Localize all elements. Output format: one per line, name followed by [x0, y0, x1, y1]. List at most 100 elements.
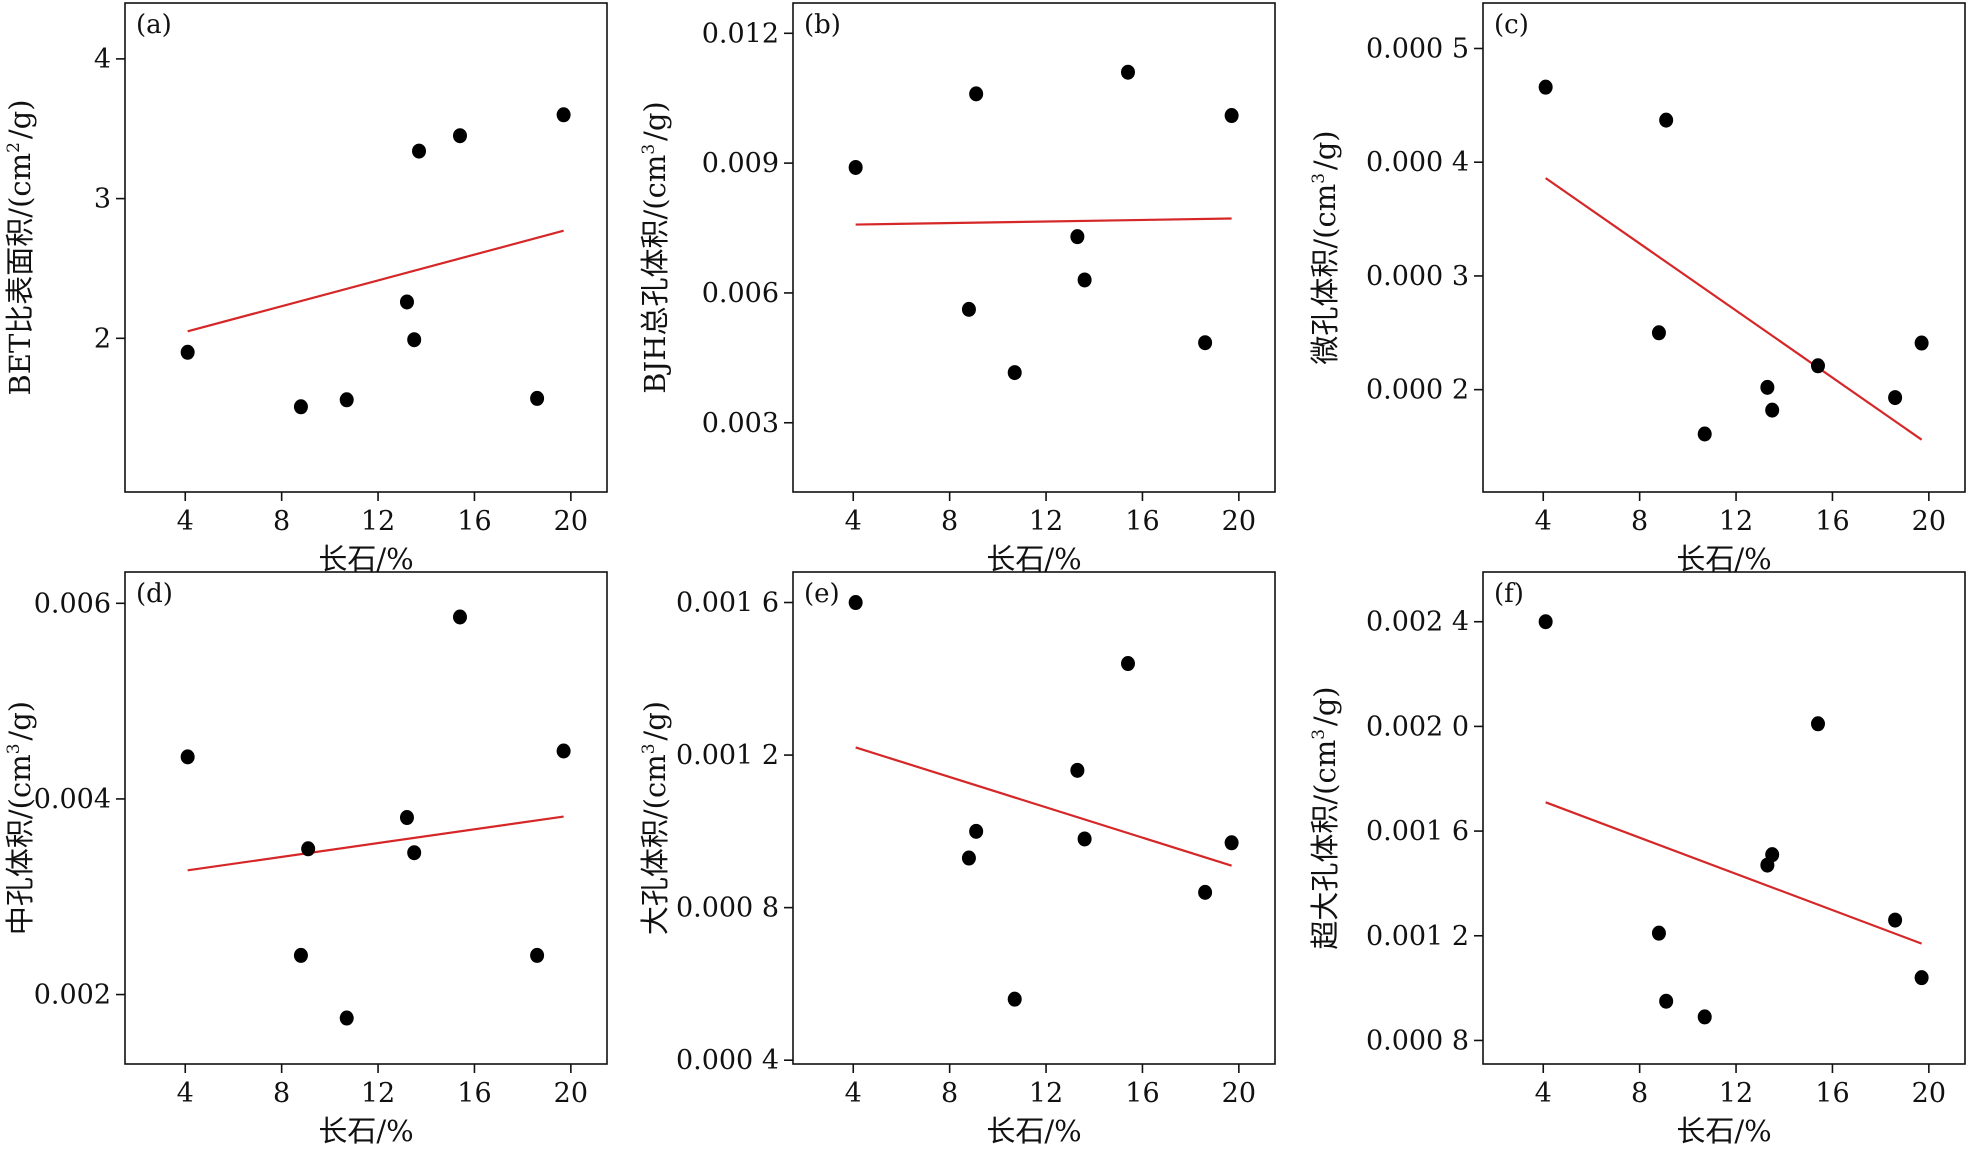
- y-tick-label: 0.000 3: [1366, 261, 1469, 292]
- x-tick-label: 8: [1631, 1078, 1648, 1109]
- data-point: [1070, 229, 1085, 245]
- panel-e: 4 8 12 16 20 0.000 4 0.000 8 0.001 2 0.001 6 (e) 长…: [638, 571, 1276, 1148]
- data-point: [1659, 993, 1674, 1009]
- y-tick-label: 0.001 6: [1366, 816, 1469, 847]
- x-axis-label: 长石/%: [986, 1114, 1081, 1148]
- data-point: [412, 143, 427, 159]
- data-point: [339, 1010, 354, 1026]
- data-point: [1810, 716, 1825, 732]
- x-axis-label: 长石/%: [986, 542, 1081, 576]
- x-tick-label: 20: [554, 1078, 588, 1109]
- x-tick-label: 20: [1912, 1078, 1946, 1109]
- x-tick-label: 16: [457, 506, 491, 537]
- y-tick-label: 4: [94, 44, 111, 75]
- data-point: [1659, 112, 1674, 128]
- data-point: [1070, 762, 1085, 778]
- data-point: [399, 810, 414, 826]
- data-point: [293, 399, 308, 415]
- y-tick-label: 0.001 2: [676, 740, 779, 771]
- x-axis-label: 长石/%: [318, 1114, 413, 1148]
- data-point: [407, 332, 422, 348]
- y-tick-label: 0.009: [702, 148, 779, 179]
- plot-frame: [792, 2, 1276, 493]
- y-tick-label: 0.012: [702, 18, 779, 49]
- y-axis-label: 超大孔体积/(cm3 /g): [1308, 686, 1342, 949]
- data-point: [1538, 614, 1553, 630]
- x-tick-label: 4: [1535, 1078, 1552, 1109]
- x-axis-label: 长石/%: [1676, 542, 1771, 576]
- data-point: [1651, 325, 1666, 341]
- trend-line: [855, 746, 1232, 867]
- x-tick-label: 16: [1815, 1078, 1849, 1109]
- x-tick-label: 20: [1222, 1078, 1256, 1109]
- y-tick-label: 0.000 2: [1366, 375, 1469, 406]
- x-tick-label: 16: [457, 1078, 491, 1109]
- data-point: [301, 841, 316, 857]
- x-tick-label: 12: [1029, 1078, 1063, 1109]
- y-tick-label: 0.006: [34, 588, 111, 619]
- y-tick-label: 0.001 6: [676, 588, 779, 619]
- y-axis-label: BET比表面积/(cm2 /g): [3, 99, 37, 395]
- data-point: [556, 107, 571, 123]
- data-point: [556, 743, 571, 759]
- data-point: [961, 850, 976, 866]
- data-point: [180, 344, 195, 360]
- trend-line: [187, 229, 564, 333]
- panel-label: (b): [804, 10, 841, 40]
- data-point: [1765, 402, 1780, 418]
- panel-label: (e): [804, 579, 840, 609]
- x-tick-label: 16: [1125, 1078, 1159, 1109]
- x-tick-label: 20: [1912, 506, 1946, 537]
- data-point: [452, 609, 467, 625]
- data-point: [530, 390, 545, 406]
- x-tick-label: 16: [1815, 506, 1849, 537]
- x-tick-label: 8: [273, 1078, 290, 1109]
- panel-b: 4 8 12 16 20 0.003 0.006 0.009 0.012 (b) 长石/% BJH总孔…: [638, 2, 1276, 576]
- y-tick-label: 0.000 8: [1366, 1025, 1469, 1056]
- y-axis-label: 大孔体积/(cm3 /g): [638, 701, 672, 935]
- y-tick-label: 0.000 4: [1366, 147, 1469, 178]
- panel-f: 4 8 12 16 20 0.000 8 0.001 2 0.001 6 0.002 0 0.00…: [1308, 571, 1966, 1148]
- x-tick-label: 20: [554, 506, 588, 537]
- data-point: [1651, 925, 1666, 941]
- x-axis-label: 长石/%: [318, 542, 413, 576]
- data-point: [530, 947, 545, 963]
- data-point: [1007, 365, 1022, 381]
- data-point: [1914, 970, 1929, 986]
- x-tick-label: 12: [361, 506, 395, 537]
- data-point: [1224, 108, 1239, 124]
- x-tick-label: 8: [941, 506, 958, 537]
- x-tick-label: 4: [845, 1078, 862, 1109]
- data-point: [1007, 991, 1022, 1007]
- data-point: [1224, 835, 1239, 851]
- trend-line: [1545, 801, 1923, 945]
- data-point: [180, 749, 195, 765]
- panel-d: 4 8 12 16 20 0.002 0.004 0.006 (d) 长石/% 中孔体积/(cm3 …: [3, 571, 608, 1148]
- data-point: [452, 128, 467, 144]
- x-tick-label: 12: [361, 1078, 395, 1109]
- y-axis-label: 中孔体积/(cm3 /g): [3, 701, 37, 935]
- panel-label: (c): [1494, 10, 1529, 40]
- data-point: [848, 159, 863, 175]
- plot-frame: [792, 571, 1276, 1065]
- panel-a: 4 8 12 16 20 2 3 4 (a) 长石/% BET比表面积/(cm2 /g): [3, 2, 608, 576]
- data-point: [1198, 884, 1213, 900]
- data-point: [339, 392, 354, 408]
- y-tick-label: 0.000 4: [676, 1045, 779, 1076]
- x-tick-label: 8: [941, 1078, 958, 1109]
- data-point: [848, 595, 863, 611]
- y-tick-label: 0.002 4: [1366, 607, 1469, 638]
- trend-line: [1545, 177, 1923, 441]
- panel-label: (f): [1494, 579, 1524, 609]
- data-point: [1120, 64, 1135, 80]
- y-axis-label: BJH总孔体积/(cm3 /g): [638, 101, 672, 393]
- data-point: [1077, 831, 1092, 847]
- data-point: [1198, 335, 1213, 351]
- plot-frame: [124, 571, 608, 1065]
- x-tick-label: 4: [1535, 506, 1552, 537]
- plot-frame: [124, 2, 608, 493]
- plot-frame: [1482, 2, 1966, 493]
- trend-line: [187, 815, 564, 872]
- panel-c: 4 8 12 16 20 0.000 2 0.000 3 0.000 4 0.000 5 (c) 长…: [1308, 2, 1966, 576]
- y-tick-label: 0.000 8: [676, 893, 779, 924]
